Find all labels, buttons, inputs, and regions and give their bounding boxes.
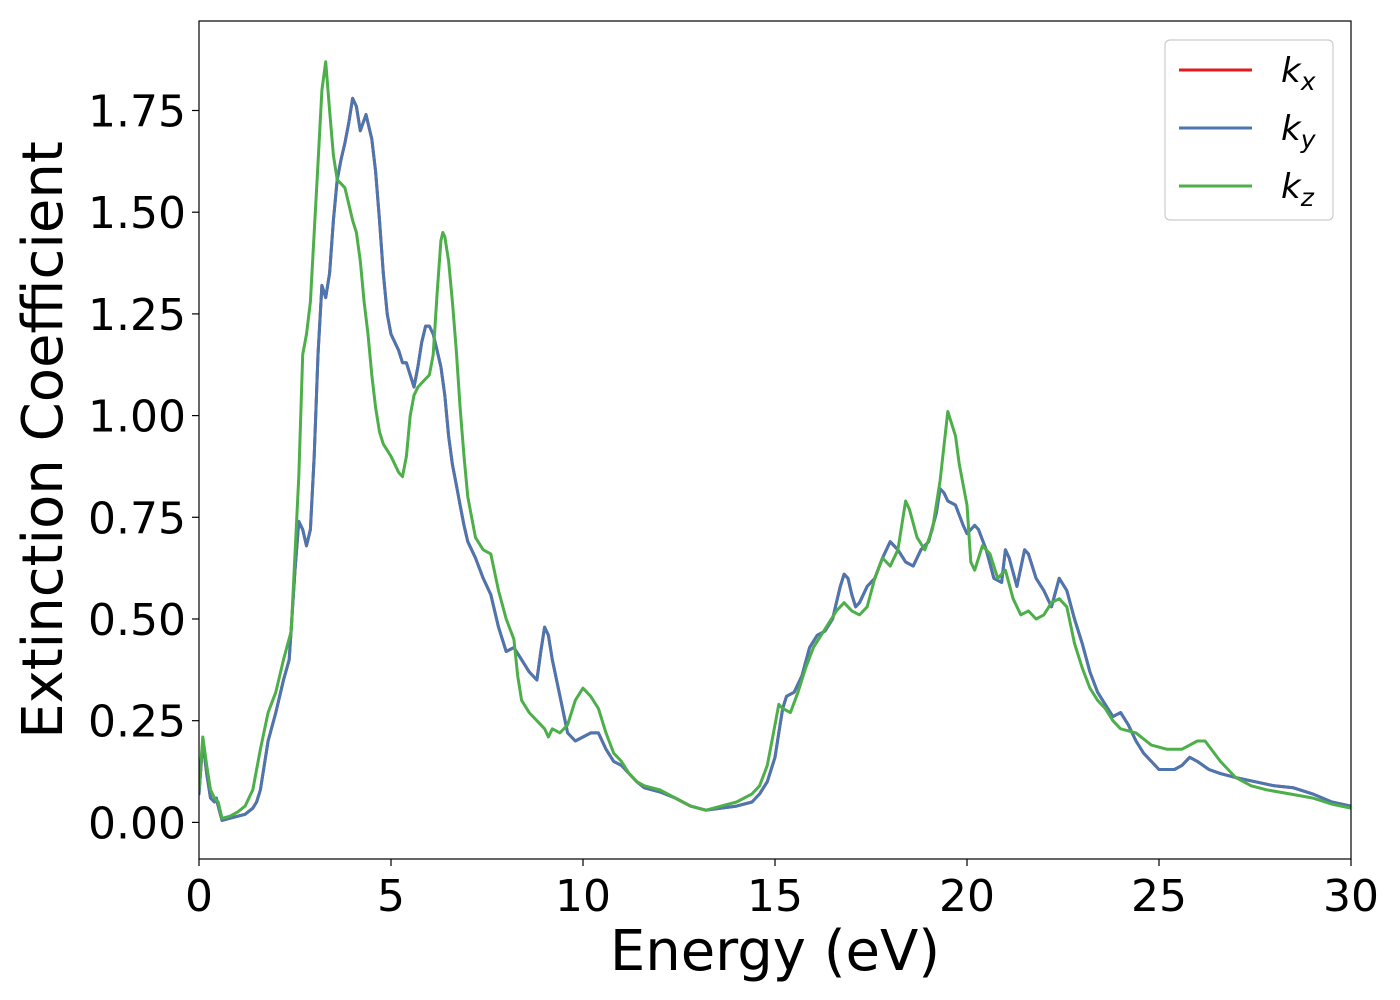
y-tick-label: 1.50 [88,188,186,239]
y-axis: 0.00 0.25 0.50 0.75 1.00 1.25 1.50 1.75 [88,86,199,849]
y-tick-label: 0.50 [88,595,186,646]
x-tick-label: 5 [377,871,405,922]
y-axis-title: Extinction Coefficient [11,141,76,739]
y-tick-label: 1.25 [88,290,186,341]
x-tick-label: 15 [747,871,803,922]
y-tick-label: 0.75 [88,493,186,544]
x-tick-label: 25 [1131,871,1187,922]
legend-label-y: ky [1281,109,1317,154]
legend-box [1164,39,1334,221]
x-axis: 0 5 10 15 20 25 30 [185,859,1379,922]
series-line-z [199,60,1351,820]
legend-label-z: kz [1281,167,1315,212]
x-tick-label: 30 [1323,871,1379,922]
x-tick-label: 0 [185,871,213,922]
y-tick-label: 0.00 [88,798,186,849]
y-tick-label: 1.75 [88,86,186,137]
x-tick-label: 10 [555,871,611,922]
y-tick-label: 1.00 [88,392,186,443]
y-tick-label: 0.25 [88,697,186,748]
series-layer [199,60,1351,822]
x-axis-title: Energy (eV) [610,919,940,984]
legend: kx ky kz [1164,39,1334,221]
x-tick-label: 20 [939,871,995,922]
legend-label-x: kx [1281,51,1316,96]
